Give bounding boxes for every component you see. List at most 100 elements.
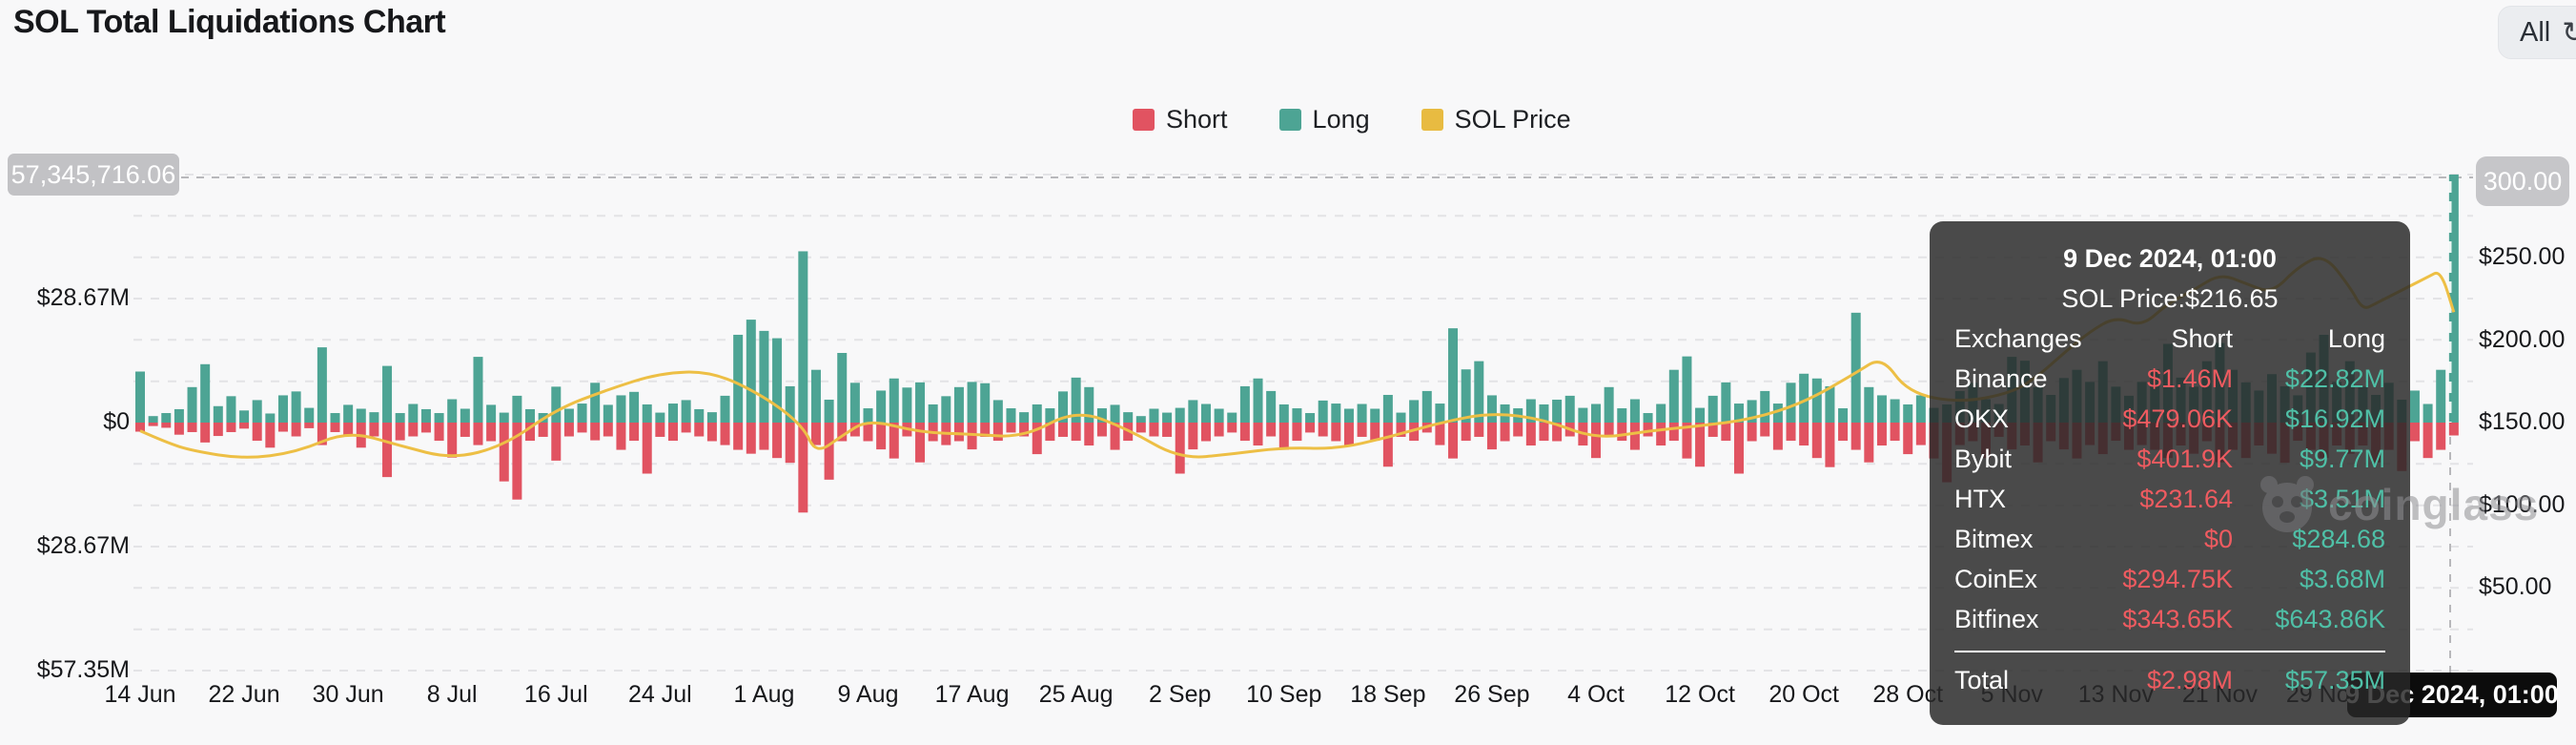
long-bar[interactable] <box>226 396 236 423</box>
long-bar[interactable] <box>1149 408 1159 423</box>
long-bar[interactable] <box>395 413 405 423</box>
long-bar[interactable] <box>317 347 327 423</box>
short-bar[interactable] <box>1278 423 1289 450</box>
long-bar[interactable] <box>563 408 574 423</box>
short-bar[interactable] <box>161 423 172 428</box>
long-bar[interactable] <box>1006 408 1016 423</box>
long-bar[interactable] <box>499 412 509 423</box>
long-bar[interactable] <box>603 404 613 423</box>
short-bar[interactable] <box>1239 423 1250 442</box>
long-bar[interactable] <box>928 404 938 423</box>
short-bar[interactable] <box>1539 423 1549 442</box>
long-bar[interactable] <box>590 383 601 423</box>
long-bar[interactable] <box>1799 373 1809 423</box>
long-bar[interactable] <box>720 395 730 423</box>
long-bar[interactable] <box>941 396 951 423</box>
short-bar[interactable] <box>1305 423 1316 433</box>
short-bar[interactable] <box>1864 423 1874 463</box>
long-bar[interactable] <box>486 404 497 423</box>
legend-item-sol-price[interactable]: SOL Price <box>1421 105 1571 135</box>
short-bar[interactable] <box>460 423 470 437</box>
long-bar[interactable] <box>252 400 262 423</box>
long-bar[interactable] <box>1811 378 1822 423</box>
short-bar[interactable] <box>1058 423 1069 437</box>
long-bar[interactable] <box>1421 390 1432 423</box>
long-bar[interactable] <box>1564 395 1575 423</box>
short-bar[interactable] <box>1668 423 1679 442</box>
short-bar[interactable] <box>1175 423 1185 474</box>
short-bar[interactable] <box>967 423 977 450</box>
long-bar[interactable] <box>265 413 276 423</box>
short-bar[interactable] <box>226 423 236 432</box>
long-bar[interactable] <box>343 404 354 423</box>
short-bar[interactable] <box>174 423 184 435</box>
long-bar[interactable] <box>1175 407 1185 423</box>
long-bar[interactable] <box>1903 404 1913 423</box>
long-bar[interactable] <box>1343 408 1354 423</box>
legend-item-short[interactable]: Short <box>1133 105 1228 135</box>
long-bar[interactable] <box>824 399 834 423</box>
long-bar[interactable] <box>1435 404 1445 423</box>
long-bar[interactable] <box>1552 399 1563 423</box>
short-bar[interactable] <box>694 423 705 437</box>
short-bar[interactable] <box>525 423 536 442</box>
long-bar[interactable] <box>1239 385 1250 423</box>
long-bar[interactable] <box>1188 400 1198 423</box>
long-bar[interactable] <box>525 408 536 423</box>
long-bar[interactable] <box>1825 385 1835 423</box>
long-bar[interactable] <box>953 386 964 423</box>
short-bar[interactable] <box>1721 423 1731 442</box>
short-bar[interactable] <box>473 423 483 445</box>
short-bar[interactable] <box>1214 423 1224 437</box>
short-bar[interactable] <box>785 423 795 464</box>
short-bar[interactable] <box>577 423 587 433</box>
short-bar[interactable] <box>1890 423 1900 442</box>
short-bar[interactable] <box>603 423 613 437</box>
short-bar[interactable] <box>667 423 678 442</box>
short-bar[interactable] <box>369 423 379 437</box>
short-bar[interactable] <box>863 423 873 442</box>
long-bar[interactable] <box>863 408 873 423</box>
short-bar[interactable] <box>1461 423 1471 442</box>
short-bar[interactable] <box>1656 423 1666 446</box>
short-bar[interactable] <box>1772 423 1783 450</box>
long-bar[interactable] <box>1629 399 1640 423</box>
long-bar[interactable] <box>1747 400 1757 423</box>
short-bar[interactable] <box>746 423 756 454</box>
short-bar[interactable] <box>317 423 327 445</box>
short-bar[interactable] <box>953 423 964 442</box>
long-bar[interactable] <box>1915 395 1926 423</box>
short-bar[interactable] <box>1903 423 1913 455</box>
short-bar[interactable] <box>629 423 640 442</box>
short-bar[interactable] <box>810 423 821 445</box>
short-bar[interactable] <box>876 423 887 450</box>
long-bar[interactable] <box>1032 404 1042 423</box>
short-bar[interactable] <box>213 423 223 437</box>
short-bar[interactable] <box>1682 423 1692 459</box>
long-bar[interactable] <box>1382 394 1393 423</box>
long-bar[interactable] <box>1278 404 1289 423</box>
long-bar[interactable] <box>1292 408 1302 423</box>
long-bar[interactable] <box>759 330 769 423</box>
long-bar[interactable] <box>1162 412 1173 423</box>
long-bar[interactable] <box>473 357 483 423</box>
short-bar[interactable] <box>252 423 262 442</box>
short-bar[interactable] <box>512 423 522 500</box>
short-bar[interactable] <box>1733 423 1744 474</box>
short-bar[interactable] <box>2423 423 2433 459</box>
long-bar[interactable] <box>837 353 848 423</box>
long-bar[interactable] <box>2409 390 2420 423</box>
long-bar[interactable] <box>772 338 783 423</box>
long-bar[interactable] <box>174 408 184 423</box>
long-bar[interactable] <box>681 400 691 423</box>
long-bar[interactable] <box>694 408 705 423</box>
short-bar[interactable] <box>1045 423 1055 442</box>
long-bar[interactable] <box>1200 404 1211 423</box>
long-bar[interactable] <box>1096 408 1107 423</box>
short-bar[interactable] <box>434 423 444 442</box>
short-bar[interactable] <box>382 423 393 478</box>
short-bar[interactable] <box>1760 423 1770 437</box>
short-bar[interactable] <box>538 423 548 437</box>
short-bar[interactable] <box>1135 423 1146 433</box>
short-bar[interactable] <box>1695 423 1706 467</box>
